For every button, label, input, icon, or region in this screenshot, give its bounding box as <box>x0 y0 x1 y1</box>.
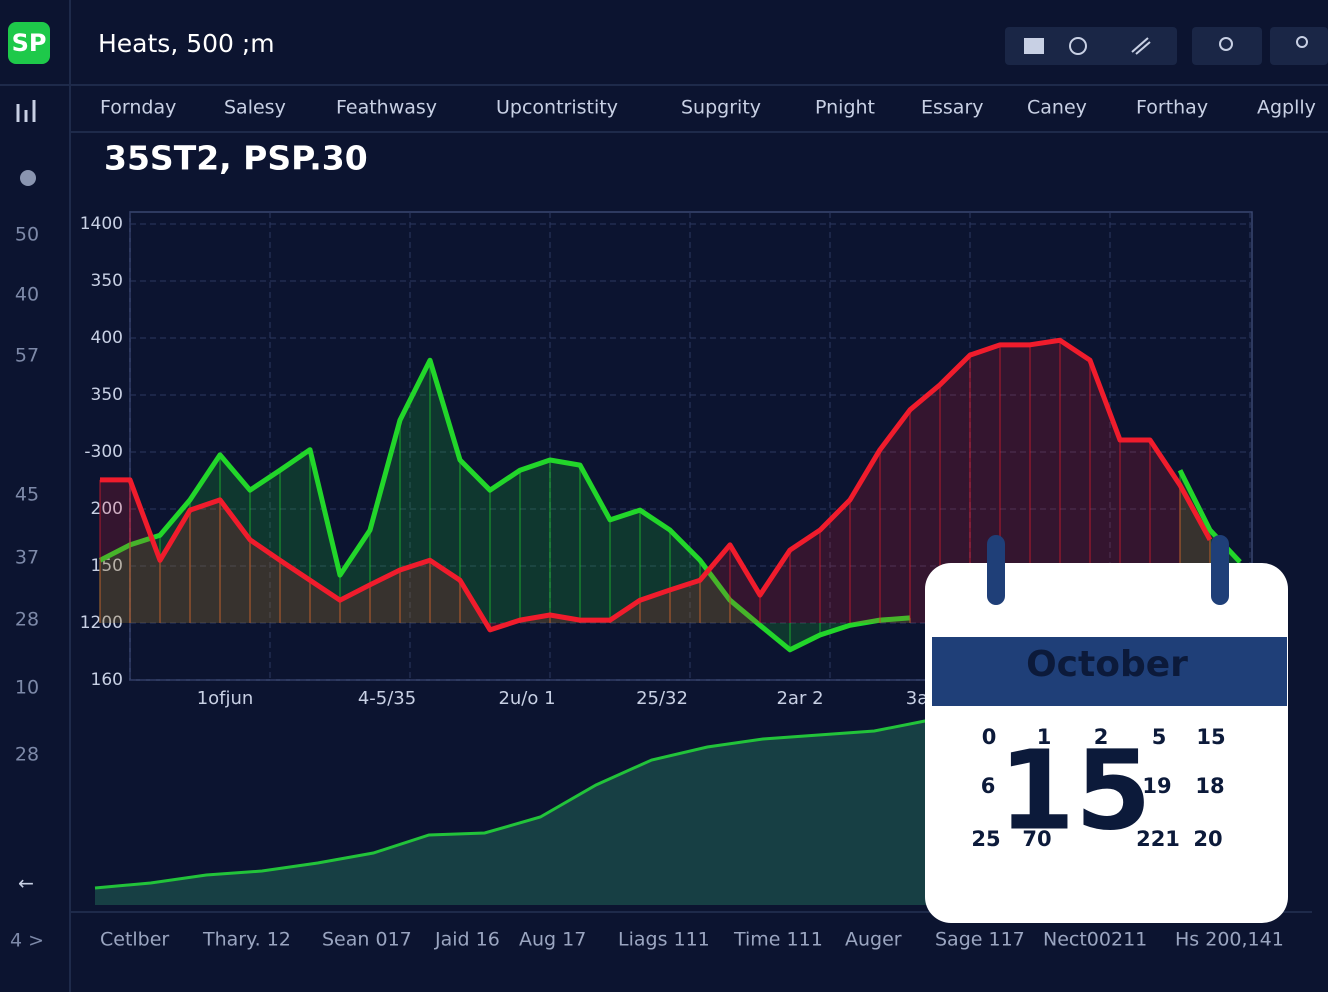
nav-item[interactable]: Feathwasy <box>336 97 437 119</box>
x-tick-label: Aug 17 <box>519 929 586 951</box>
nav-item[interactable]: Pnight <box>815 97 875 119</box>
calendar-header <box>932 637 1287 706</box>
sidebar-label: 28 <box>15 609 39 631</box>
x-tick-label: Liags 111 <box>618 929 710 951</box>
x-tick-label: 3a <box>906 688 928 709</box>
nav-item[interactable]: Supgrity <box>681 97 761 119</box>
user-icon[interactable] <box>1296 36 1308 48</box>
calendar-date[interactable]: 20 <box>1193 827 1222 851</box>
x-tick-label: Hs 200,141 <box>1175 929 1284 951</box>
page-title: Heats, 500 ;m <box>98 29 275 58</box>
calendar-date[interactable]: 18 <box>1195 774 1224 798</box>
x-tick-label: 1ofjun <box>197 688 254 709</box>
search-button[interactable] <box>1192 27 1262 65</box>
area-fill <box>95 720 930 905</box>
x-tick-label: 4-5/35 <box>358 688 416 709</box>
calendar-date[interactable]: 15 <box>1196 725 1225 749</box>
logo-badge[interactable] <box>8 22 50 64</box>
calendar-date[interactable]: 221 <box>1136 827 1180 851</box>
area-line <box>94 718 931 890</box>
x-tick-label: 2u/o 1 <box>498 688 555 709</box>
x-tick-label: 2ar 2 <box>776 688 823 709</box>
nav-item[interactable]: Salesy <box>224 97 286 119</box>
sidebar-label: 37 <box>15 547 39 569</box>
sidebar-bottom[interactable]: 4 > <box>10 930 44 952</box>
x-tick-label: Jaid 16 <box>434 929 500 951</box>
nav-item[interactable]: Essary <box>921 97 984 119</box>
main-chart: 1400 350 400 350 -300 200 150 1200 160 1ofjun 4-5/… <box>80 212 1252 709</box>
toolbar <box>1005 27 1177 65</box>
sidebar-label: 45 <box>15 484 39 506</box>
nav-item[interactable]: Caney <box>1027 97 1087 119</box>
calendar-date[interactable]: 2 <box>1094 725 1109 749</box>
series-area <box>100 340 1210 630</box>
sidebar-user-icon[interactable] <box>20 170 36 186</box>
calendar-ring <box>1211 535 1229 605</box>
nav-item[interactable]: Upcontristity <box>496 97 618 119</box>
calendar-date[interactable]: 1 <box>1037 725 1052 749</box>
sidebar-label: 50 <box>15 224 39 246</box>
nav-item[interactable]: Fornday <box>100 97 176 119</box>
x-tick-label: Cetlber <box>100 929 169 951</box>
nav-item[interactable]: Agplly <box>1257 97 1316 119</box>
series-line <box>100 337 1213 633</box>
sidebar-chart-icon[interactable] <box>16 100 36 122</box>
y-tick-label: 400 <box>91 328 123 348</box>
calendar-month: October <box>1026 644 1188 685</box>
calendar-date[interactable]: 25 <box>971 827 1000 851</box>
y-tick-label: 350 <box>91 385 123 405</box>
x-tick-label: Nect00211 <box>1043 929 1147 951</box>
y-tick-label: 150 <box>91 556 123 576</box>
search-icon[interactable] <box>1219 37 1233 51</box>
calendar-date[interactable]: 6 <box>981 774 996 798</box>
y-tick-label: 160 <box>91 670 123 690</box>
x-tick-label: Time 111 <box>733 929 823 951</box>
x-tick-label: Sean 017 <box>322 929 412 951</box>
calendar-date[interactable]: 5 <box>1152 725 1167 749</box>
calendar-date[interactable]: 70 <box>1022 827 1051 851</box>
sidebar-label: 40 <box>15 284 39 306</box>
sidebar-label: 28 <box>15 744 39 766</box>
clock-icon[interactable] <box>1069 37 1087 55</box>
x-tick-label: 25/32 <box>636 688 688 709</box>
x-tick-label: Auger <box>845 929 902 951</box>
y-tick-label: 1200 <box>80 613 123 633</box>
nav-item[interactable]: Forthay <box>1136 97 1208 119</box>
calendar-date[interactable]: 19 <box>1142 774 1171 798</box>
y-tick-label: 200 <box>91 499 123 519</box>
chart-title: 35ST2, PSP.30 <box>104 139 368 178</box>
sidebar-label: 57 <box>15 345 39 367</box>
y-tick-label: 1400 <box>80 214 123 234</box>
y-tick-label: -300 <box>84 442 123 462</box>
draw-icon[interactable] <box>1131 37 1151 55</box>
chart-icon[interactable] <box>1024 38 1044 54</box>
calendar-ring <box>987 535 1005 605</box>
calendar-date[interactable]: 0 <box>982 725 997 749</box>
series-line <box>98 357 1242 653</box>
sidebar-label: 10 <box>15 677 39 699</box>
calendar-day[interactable]: 15 <box>998 726 1151 854</box>
x-tick-label: Thary. 12 <box>202 929 291 951</box>
area-chart: Cetlber Thary. 12 Sean 017 Jaid 16 Aug 17 Lia… <box>94 718 1284 951</box>
logo[interactable]: SP <box>12 29 47 57</box>
y-tick-label: 350 <box>91 271 123 291</box>
back-icon[interactable]: ← <box>18 873 34 895</box>
x-tick-label: Sage 117 <box>935 929 1025 951</box>
